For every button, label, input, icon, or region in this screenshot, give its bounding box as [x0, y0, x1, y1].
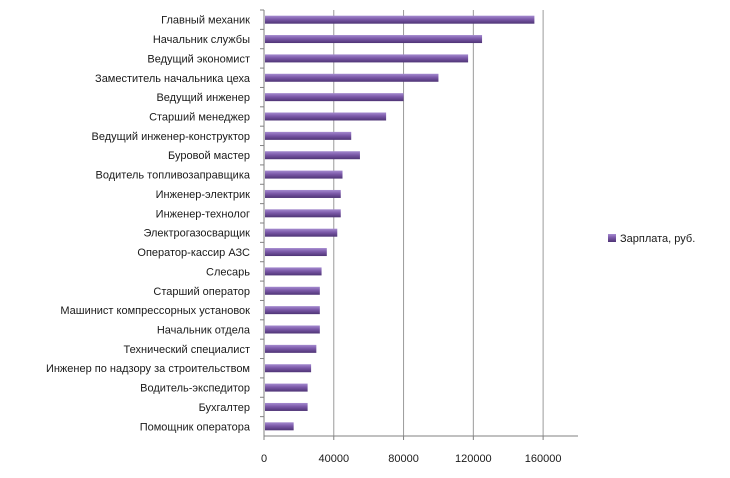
x-tick-labels: 0 40000 80000 120000 160000 — [261, 453, 562, 465]
category-label: Помощник оператора — [140, 421, 251, 433]
bar — [265, 73, 439, 82]
category-label: Машинист компрессорных установок — [60, 305, 250, 317]
category-label: Ведущий инженер-конструктор — [92, 131, 250, 143]
category-label: Инженер-технолог — [156, 208, 250, 220]
bar — [265, 189, 341, 198]
bar — [265, 402, 308, 411]
category-label: Главный механик — [161, 15, 250, 27]
bar — [265, 248, 327, 257]
bar — [265, 54, 469, 63]
bar — [265, 112, 387, 121]
category-label: Слесарь — [206, 266, 250, 278]
bar — [265, 93, 404, 102]
legend: Зарплата, руб. — [608, 233, 695, 245]
category-label: Технический специалист — [124, 344, 250, 356]
category-label: Оператор-кассир АЗС — [137, 247, 250, 259]
x-tick-label: 120000 — [455, 453, 492, 465]
category-label: Бухгалтер — [199, 402, 250, 414]
category-label: Водитель-экспедитор — [140, 383, 250, 395]
category-labels: Главный механик Начальник службы Ведущий э… — [46, 15, 251, 434]
category-label: Электрогазосварщик — [143, 228, 250, 240]
category-label: Ведущий экономист — [147, 53, 250, 65]
bar — [265, 170, 343, 179]
category-label: Начальник службы — [153, 34, 250, 46]
bar — [265, 15, 535, 24]
bar — [265, 325, 320, 334]
bar — [265, 383, 308, 392]
category-label: Старший оператор — [153, 286, 250, 298]
category-label: Старший менеджер — [149, 112, 250, 124]
bar — [265, 286, 320, 295]
category-label: Инженер по надзору за строительством — [46, 363, 250, 375]
bar — [265, 151, 360, 160]
x-tick-label: 80000 — [388, 453, 419, 465]
category-label: Водитель топливозаправщика — [96, 170, 251, 182]
bar — [265, 35, 483, 44]
category-label: Начальник отдела — [157, 325, 251, 337]
category-label: Ведущий инженер — [156, 92, 250, 104]
x-tick-label: 40000 — [318, 453, 349, 465]
category-label: Буровой мастер — [168, 150, 250, 162]
category-label: Заместитель начальника цеха — [95, 73, 251, 85]
bar — [265, 422, 294, 431]
bars — [265, 15, 535, 431]
legend-swatch — [608, 234, 616, 242]
x-tick-label: 0 — [261, 453, 267, 465]
bar — [265, 209, 341, 218]
bar — [265, 344, 317, 353]
bar — [265, 364, 312, 373]
bar — [265, 228, 338, 237]
axes — [260, 9, 578, 440]
bar — [265, 306, 320, 315]
bar — [265, 131, 352, 140]
legend-label: Зарплата, руб. — [620, 233, 695, 245]
category-label: Инженер-электрик — [156, 189, 251, 201]
x-tick-label: 160000 — [525, 453, 562, 465]
bar — [265, 267, 322, 276]
